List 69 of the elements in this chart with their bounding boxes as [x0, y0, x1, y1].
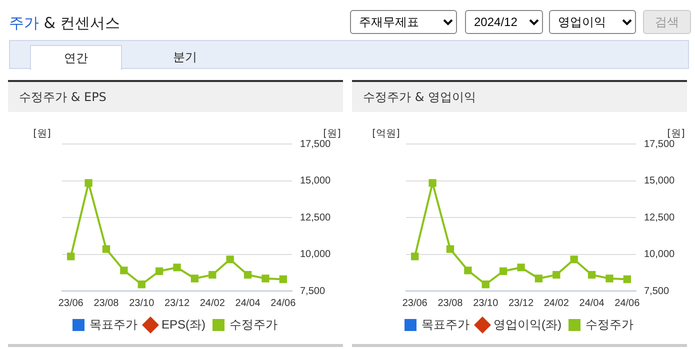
- point: [190, 274, 199, 282]
- x-tick-label: 24/02: [200, 298, 226, 309]
- point: [208, 271, 216, 279]
- point: [262, 274, 270, 282]
- point: [482, 280, 490, 288]
- y2-tick-label: 7,500: [644, 286, 670, 297]
- point: [84, 179, 92, 187]
- point: [606, 274, 614, 282]
- point: [138, 280, 146, 288]
- x-tick-label: 24/04: [579, 298, 605, 309]
- text: 영업이익: [549, 10, 636, 34]
- point: [102, 245, 110, 253]
- text: 주재무제표: [350, 10, 457, 34]
- point: [244, 271, 252, 279]
- point: [226, 256, 234, 264]
- point: [155, 267, 164, 275]
- point: [552, 271, 560, 279]
- point: [279, 275, 287, 284]
- point: [534, 274, 543, 282]
- x-tick-label: 24/06: [270, 298, 296, 309]
- y2-tick-label: 17,500: [644, 138, 676, 150]
- point: [464, 266, 472, 274]
- x-tick-label: 23/12: [508, 298, 534, 309]
- x-tick-label: 24/02: [544, 298, 570, 309]
- y2-tick-label: 15,000: [300, 176, 332, 186]
- x-tick-label: 23/10: [473, 298, 499, 309]
- x-tick-label: 23/06: [58, 298, 84, 309]
- x-tick-label: 23/12: [164, 298, 190, 309]
- legend-label: EPS(좌): [162, 317, 206, 332]
- y2-tick-label: 12,500: [644, 212, 676, 224]
- y-axis-title: [억원]: [372, 128, 400, 140]
- y2-tick-label: 12,500: [300, 212, 332, 224]
- y2-tick-label: 15,000: [644, 176, 676, 186]
- x-tick-label: 23/08: [438, 298, 464, 309]
- point: [499, 267, 508, 275]
- point: [517, 264, 525, 272]
- point: [173, 264, 181, 272]
- point: [411, 252, 419, 260]
- chart-title: 수정주가 & EPS: [8, 82, 343, 112]
- text: 분기: [172, 49, 198, 66]
- legend-label: 수정주가: [230, 317, 278, 332]
- y2-tick-label: 10,000: [300, 249, 332, 260]
- legend-label: 영업이익(좌): [494, 317, 562, 332]
- x-tick-label: 23/10: [129, 298, 155, 309]
- text: 연간: [30, 45, 122, 70]
- x-tick-label: 24/04: [235, 298, 261, 309]
- text: 주가 & 컨센서스: [9, 14, 120, 33]
- y2-tick-label: 7,500: [300, 286, 326, 297]
- y-axis-title: [원]: [33, 128, 51, 140]
- y2-tick-label: 17,500: [300, 138, 332, 150]
- text: 검색: [643, 10, 691, 34]
- y2-axis-title: [원]: [667, 128, 685, 140]
- legend-label: 수정주가: [585, 317, 634, 332]
- point: [623, 275, 631, 284]
- y2-tick-label: 10,000: [644, 249, 676, 260]
- x-tick-label: 24/06: [614, 298, 640, 309]
- point: [588, 271, 596, 279]
- y2-axis-title: [원]: [323, 128, 341, 140]
- text: 2024/12: [465, 10, 543, 34]
- x-tick-label: 23/06: [402, 298, 428, 309]
- point: [120, 266, 128, 274]
- point: [446, 245, 454, 253]
- legend-label: 목표주가: [90, 317, 138, 332]
- point: [67, 252, 75, 260]
- x-tick-label: 23/08: [94, 298, 120, 309]
- legend-label: 목표주가: [422, 317, 470, 332]
- point: [570, 256, 578, 264]
- chart-title: 수정주가 & 영업이익: [352, 82, 687, 112]
- point: [428, 179, 436, 187]
